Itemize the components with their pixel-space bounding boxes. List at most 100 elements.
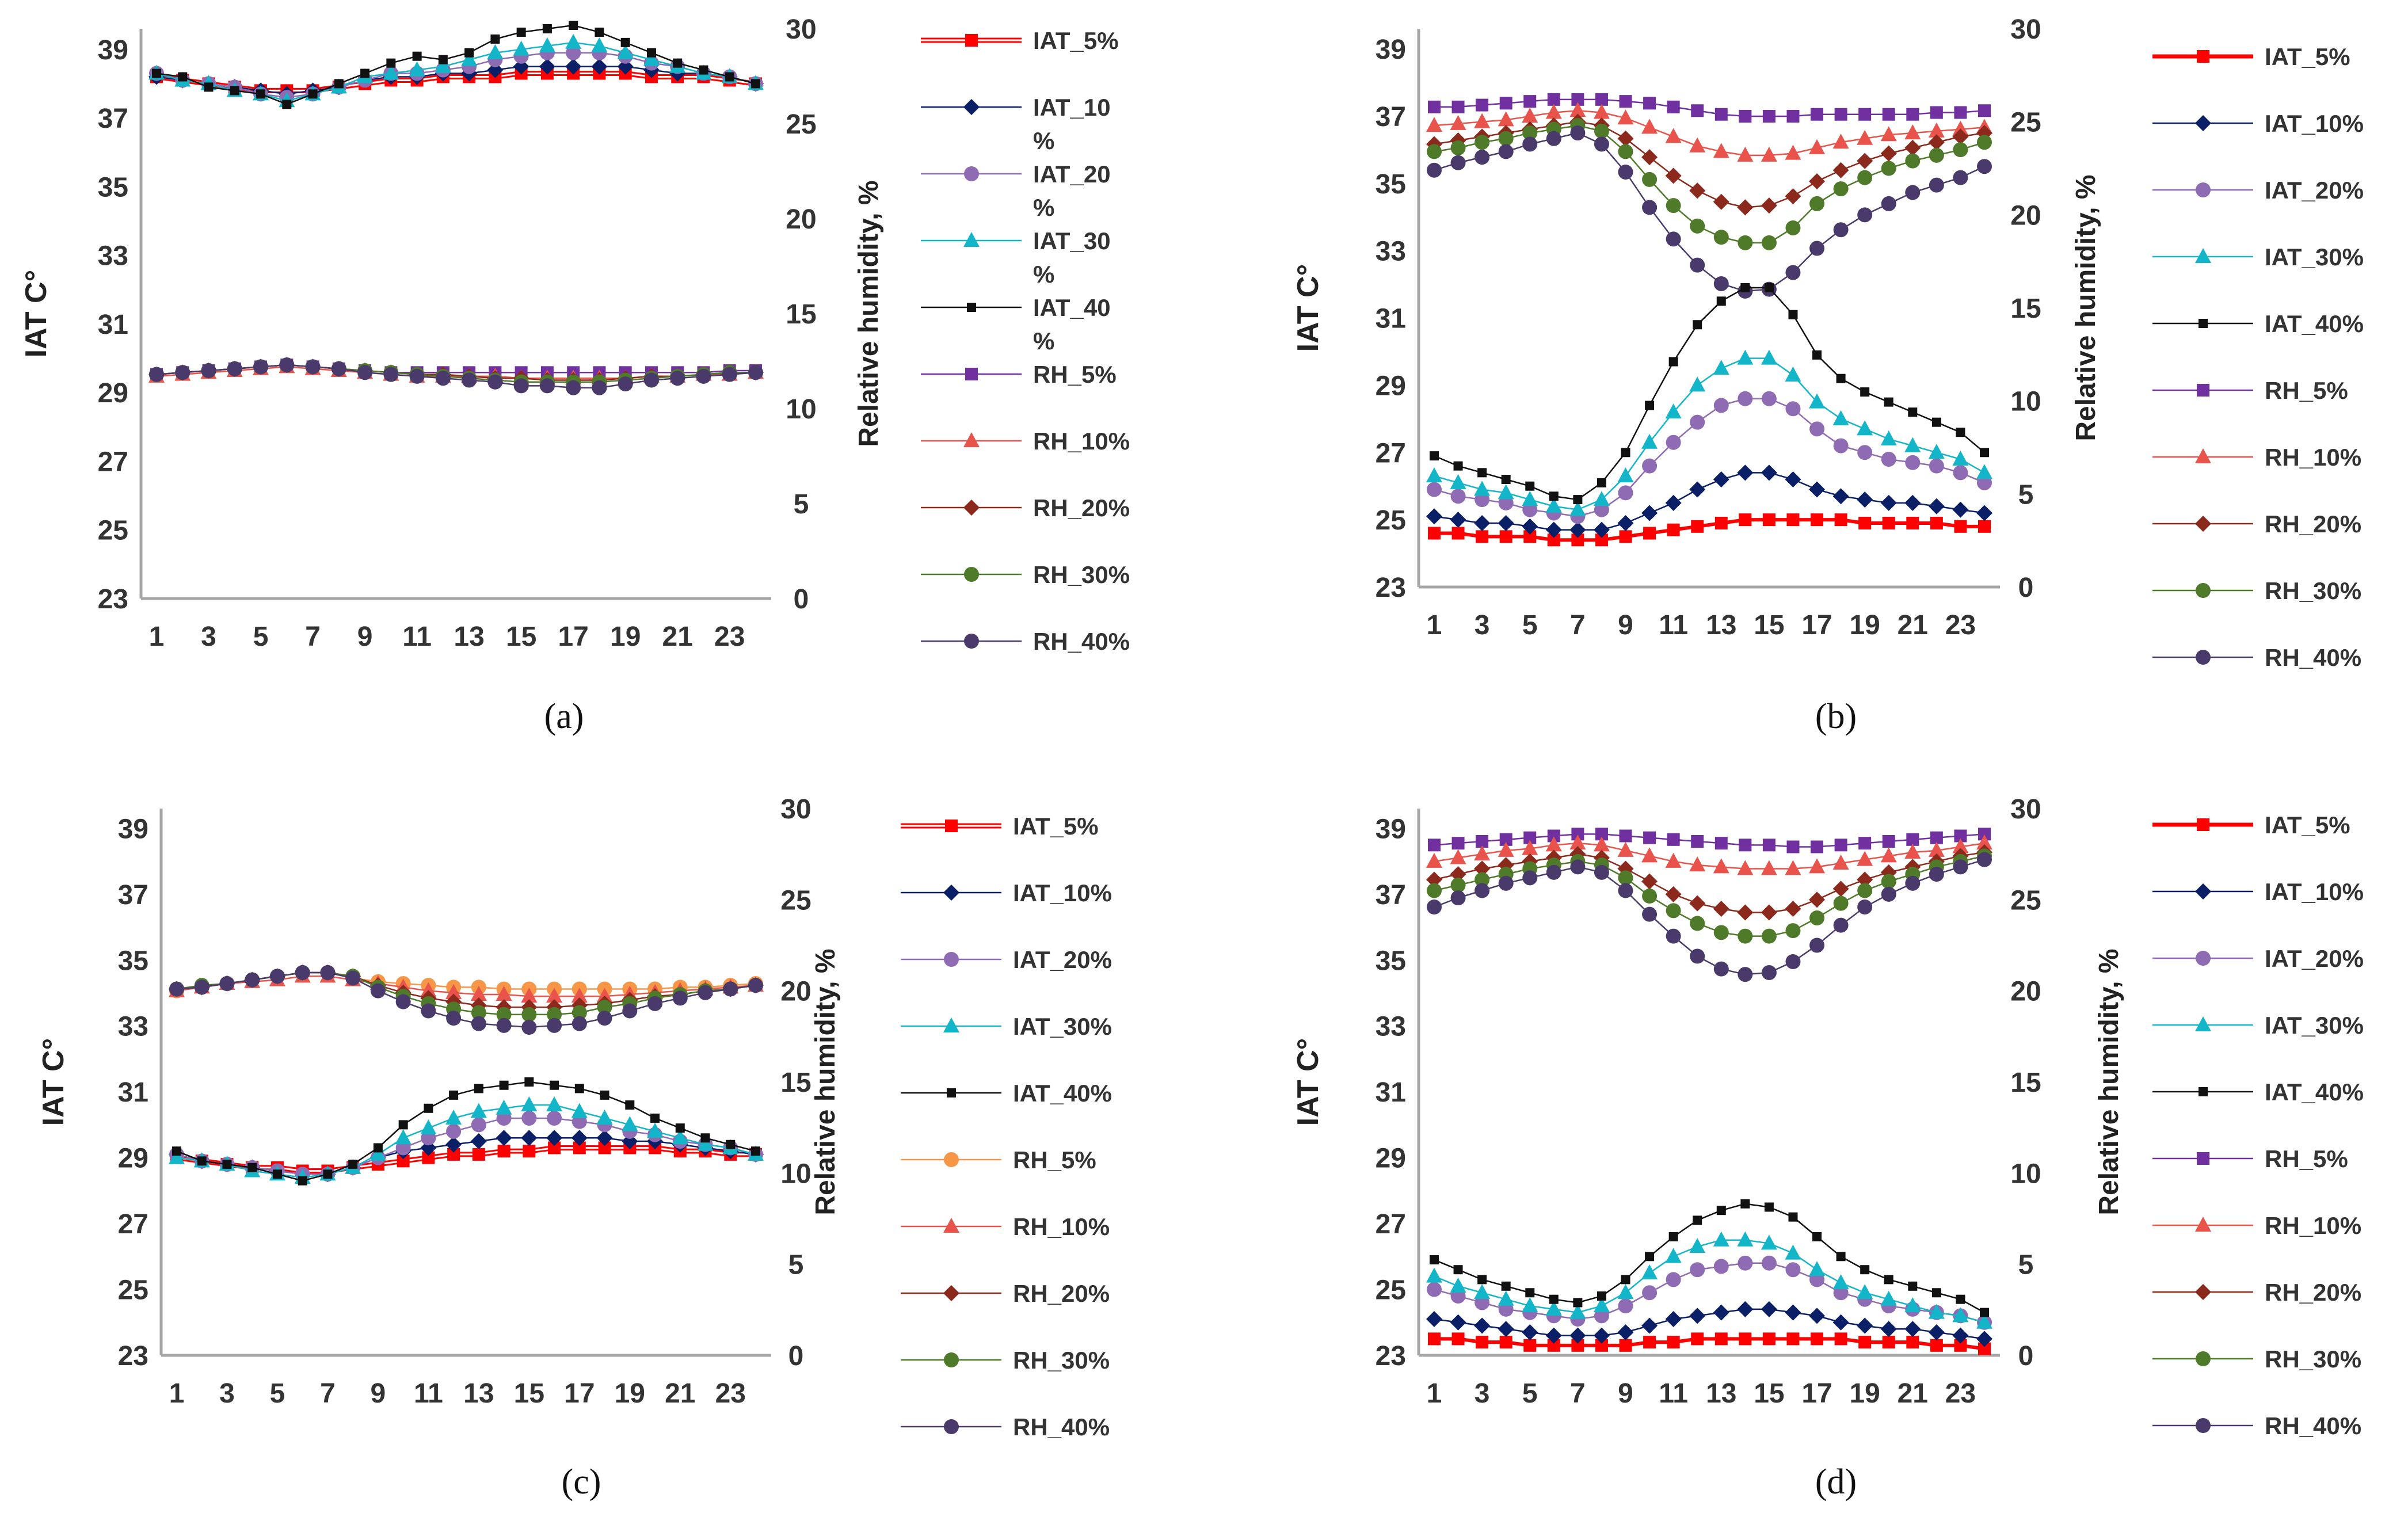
legend-swatch-marker: [2196, 650, 2211, 665]
legend-label: IAT_10%: [2265, 878, 2364, 905]
data-point: [370, 983, 386, 999]
data-point: [421, 1003, 436, 1019]
x-tick-label: 5: [253, 622, 269, 652]
data-point: [269, 969, 285, 984]
legend-swatch-marker: [947, 1088, 956, 1097]
y-tick-label: 39: [118, 814, 148, 844]
series-iat-30-: [148, 33, 764, 108]
data-point: [1739, 1332, 1752, 1346]
data-point: [398, 1120, 408, 1130]
data-point: [1693, 320, 1702, 330]
legend-entry: IAT_20%: [921, 161, 1111, 221]
legend-swatch-marker: [963, 500, 980, 516]
data-point: [1809, 421, 1825, 437]
data-point: [1499, 1336, 1512, 1349]
data-point: [472, 1148, 485, 1161]
x-tick-label: 1: [1427, 610, 1442, 641]
data-point: [1427, 900, 1442, 914]
series-rh-40-: [1427, 852, 1992, 982]
data-point: [1617, 515, 1634, 531]
legend-label: RH_40%: [2265, 644, 2361, 671]
data-point: [1764, 283, 1774, 292]
y-tick-label: 31: [1376, 1077, 1406, 1108]
data-point: [279, 357, 295, 373]
data-point: [1641, 873, 1658, 890]
data-point: [1737, 146, 1754, 162]
legend-swatch-marker: [964, 567, 979, 582]
data-point: [247, 1163, 257, 1172]
legend-entry: RH_5%: [921, 361, 1117, 388]
data-point: [1426, 852, 1442, 868]
data-point: [1545, 521, 1562, 538]
legend-label: IAT_20%: [1013, 946, 1112, 973]
x-tick-label: 9: [1618, 1378, 1633, 1409]
data-point: [596, 988, 613, 1003]
legend-entry: IAT_5%: [2152, 811, 2350, 839]
data-point: [521, 1110, 537, 1126]
data-point: [1450, 512, 1466, 528]
legend-label: RH_10%: [1033, 428, 1130, 455]
data-point: [1618, 485, 1633, 501]
data-point: [1428, 100, 1441, 113]
data-point: [1714, 516, 1728, 529]
data-point: [1785, 1304, 1801, 1321]
data-point: [1689, 182, 1706, 199]
data-point: [1833, 181, 1849, 197]
data-point: [1857, 445, 1873, 460]
legend-entry: IAT_10%: [2152, 878, 2364, 905]
data-point: [499, 1080, 509, 1090]
data-point: [1908, 1281, 1918, 1291]
data-point: [487, 374, 503, 390]
data-point: [1905, 185, 1921, 200]
x-tick-label: 7: [1570, 610, 1586, 641]
data-point: [1809, 173, 1826, 190]
legend-label: RH_30%: [1013, 1347, 1110, 1374]
data-point: [1573, 495, 1583, 505]
data-point: [1642, 172, 1658, 187]
data-point: [1476, 530, 1489, 543]
data-point: [1929, 867, 1944, 882]
x-tick-label: 17: [1801, 1378, 1832, 1409]
data-point: [672, 1129, 688, 1145]
data-point: [1739, 513, 1752, 527]
legend-label: %: [1033, 194, 1054, 221]
legend-entry: RH_40%: [901, 1413, 1110, 1440]
data-point: [1739, 839, 1752, 852]
data-point: [1427, 1282, 1442, 1297]
data-point: [1785, 144, 1801, 160]
data-point: [1880, 1290, 1897, 1306]
data-point: [1569, 102, 1586, 117]
x-tick-label: 9: [1618, 610, 1633, 641]
data-point: [1474, 845, 1491, 861]
series-rh-40-: [1427, 125, 1992, 299]
legend-label: RH_20%: [2265, 510, 2361, 538]
legend-entry: RH_5%: [2152, 1145, 2348, 1172]
data-point: [1882, 516, 1895, 529]
data-point: [172, 1146, 181, 1156]
y2-tick-label: 15: [780, 1068, 811, 1098]
y2-axis-title: Relative humidity, %: [2071, 174, 2101, 441]
y-tick-label: 35: [98, 172, 128, 203]
legend-label: IAT_10%: [2265, 110, 2364, 137]
data-point: [497, 1145, 510, 1158]
legend-label: RH_40%: [1033, 628, 1130, 655]
y2-tick-label: 5: [788, 1250, 804, 1281]
series-iat-40-: [1430, 1199, 1989, 1317]
data-point: [422, 1151, 435, 1164]
data-point: [1667, 1336, 1680, 1349]
x-tick-label: 13: [1706, 1378, 1736, 1409]
data-point: [1498, 484, 1514, 500]
legend-entry: RH_20%: [921, 494, 1130, 521]
legend-swatch-marker: [944, 1419, 959, 1434]
x-tick-label: 21: [662, 622, 693, 652]
series-rh-30-: [1427, 118, 1992, 250]
x-tick-label: 13: [463, 1378, 494, 1409]
data-point: [446, 1123, 462, 1139]
legend-swatch-marker: [2195, 448, 2211, 463]
data-point: [1499, 833, 1512, 846]
data-point: [1954, 520, 1967, 533]
data-point: [1522, 502, 1538, 517]
data-point: [1832, 881, 1849, 897]
data-point: [1785, 1244, 1801, 1260]
